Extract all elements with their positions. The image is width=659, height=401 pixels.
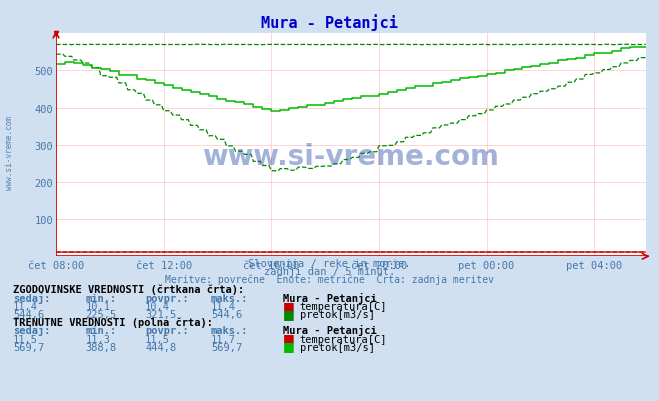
Text: ■: ■ <box>283 308 295 320</box>
Text: Mura - Petanjci: Mura - Petanjci <box>261 14 398 31</box>
Text: 11,4: 11,4 <box>13 302 38 312</box>
Text: 10,4: 10,4 <box>145 302 170 312</box>
Text: 11,5: 11,5 <box>13 334 38 344</box>
Text: 11,3: 11,3 <box>86 334 111 344</box>
Text: 544,6: 544,6 <box>13 310 44 320</box>
Text: zadnji dan / 5 minut.: zadnji dan / 5 minut. <box>264 267 395 277</box>
Text: 569,7: 569,7 <box>211 342 242 352</box>
Text: temperatura[C]: temperatura[C] <box>300 302 387 312</box>
Text: 11,7: 11,7 <box>211 334 236 344</box>
Text: ZGODOVINSKE VREDNOSTI (črtkana črta):: ZGODOVINSKE VREDNOSTI (črtkana črta): <box>13 284 244 295</box>
Text: Mura - Petanjci: Mura - Petanjci <box>283 293 377 304</box>
Text: sedaj:: sedaj: <box>13 293 51 304</box>
Text: ■: ■ <box>283 340 295 352</box>
Text: 544,6: 544,6 <box>211 310 242 320</box>
Text: pretok[m3/s]: pretok[m3/s] <box>300 342 375 352</box>
Text: 444,8: 444,8 <box>145 342 176 352</box>
Text: maks.:: maks.: <box>211 326 248 336</box>
Text: www.si-vreme.com: www.si-vreme.com <box>202 142 500 170</box>
Text: 11,5: 11,5 <box>145 334 170 344</box>
Text: maks.:: maks.: <box>211 294 248 304</box>
Text: www.si-vreme.com: www.si-vreme.com <box>5 115 14 189</box>
Text: Meritve: povrečne  Enote: metrične  Črta: zadnja meritev: Meritve: povrečne Enote: metrične Črta: … <box>165 273 494 285</box>
Text: 10,1: 10,1 <box>86 302 111 312</box>
Text: 11,4: 11,4 <box>211 302 236 312</box>
Text: min.:: min.: <box>86 326 117 336</box>
Text: min.:: min.: <box>86 294 117 304</box>
Text: temperatura[C]: temperatura[C] <box>300 334 387 344</box>
Text: 388,8: 388,8 <box>86 342 117 352</box>
Text: Slovenija / reke in morje.: Slovenija / reke in morje. <box>248 259 411 269</box>
Text: 225,5: 225,5 <box>86 310 117 320</box>
Text: ■: ■ <box>283 300 295 312</box>
Text: 569,7: 569,7 <box>13 342 44 352</box>
Text: Mura - Petanjci: Mura - Petanjci <box>283 325 377 336</box>
Text: 321,5: 321,5 <box>145 310 176 320</box>
Text: povpr.:: povpr.: <box>145 326 188 336</box>
Text: TRENUTNE VREDNOSTI (polna črta):: TRENUTNE VREDNOSTI (polna črta): <box>13 317 213 328</box>
Text: povpr.:: povpr.: <box>145 294 188 304</box>
Text: sedaj:: sedaj: <box>13 325 51 336</box>
Text: pretok[m3/s]: pretok[m3/s] <box>300 310 375 320</box>
Text: ■: ■ <box>283 332 295 344</box>
